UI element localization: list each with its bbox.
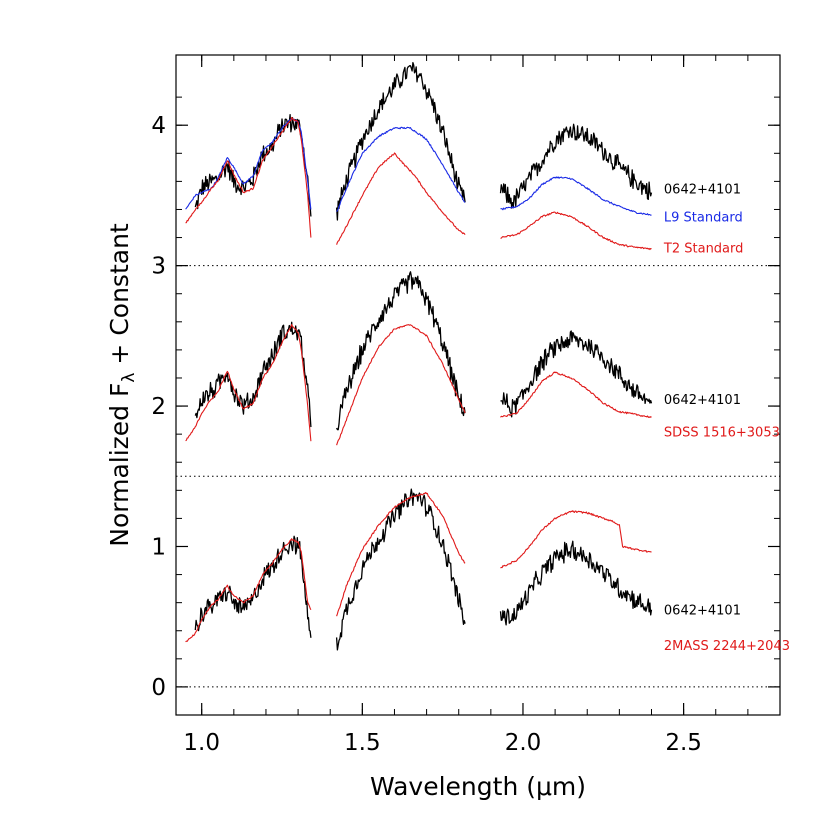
spectra-series — [185, 61, 653, 651]
x-tick-label-1.5: 1.5 — [344, 730, 381, 756]
y-tick-label-2: 2 — [151, 394, 166, 420]
plot-frame — [175, 54, 781, 716]
y-axis-label-subscript: λ — [119, 373, 139, 383]
spectrum-label-0642-4101-panel-1: 0642+4101 — [664, 393, 741, 408]
y-tick-label-0: 0 — [151, 675, 166, 701]
y-tick-label-1: 1 — [151, 534, 166, 560]
spectrum-0642-4101-panel-0 — [194, 61, 653, 221]
x-tick-label-2.5: 2.5 — [665, 730, 702, 756]
y-axis-label-suffix: + Constant — [105, 223, 134, 364]
y-tick-label-3: 3 — [151, 254, 166, 280]
axis-ticks: 1.0 1.5 2.0 2.5 0 1 2 3 4 — [151, 55, 780, 756]
spectrum-0642-4101-panel-1 — [194, 271, 653, 431]
x-tick-label-1.0: 1.0 — [183, 730, 220, 756]
spectrum-labels: 0642+4101 L9 Standard T2 Standard 0642+4101… — [663, 182, 790, 653]
spectrum-label-l9-standard-panel-0: L9 Standard — [664, 210, 743, 225]
spectrum-t2-standard-panel-0 — [185, 116, 652, 251]
spectrum-label-2mass-2244-2043-panel-2: 2MASS 2244+2043 — [664, 639, 790, 654]
spectrum-label-0642-4101-panel-0: 0642+4101 — [664, 182, 741, 197]
spectrum-label-sdss-1516-3053-panel-1: SDSS 1516+3053 — [664, 425, 780, 440]
spectrum-sdss-1516-3053-panel-1 — [185, 323, 652, 446]
spectrum-l9-standard-panel-0 — [185, 118, 652, 216]
x-axis-label: Wavelength (μm) — [370, 772, 586, 801]
y-tick-label-4: 4 — [151, 113, 166, 139]
spectrum-label-0642-4101-panel-2: 0642+4101 — [664, 604, 741, 619]
spectrum-label-t2-standard-panel-0: T2 Standard — [663, 241, 744, 256]
y-axis-label: Normalized Fλ + Constant — [105, 223, 139, 547]
separator-lines — [176, 265, 780, 688]
spectrum-0642-4101-panel-2 — [194, 488, 653, 651]
x-tick-label-2.0: 2.0 — [505, 730, 542, 756]
spectrum-2mass-2244-2043-panel-2 — [185, 491, 652, 643]
y-axis-label-main: Normalized F — [105, 383, 134, 547]
